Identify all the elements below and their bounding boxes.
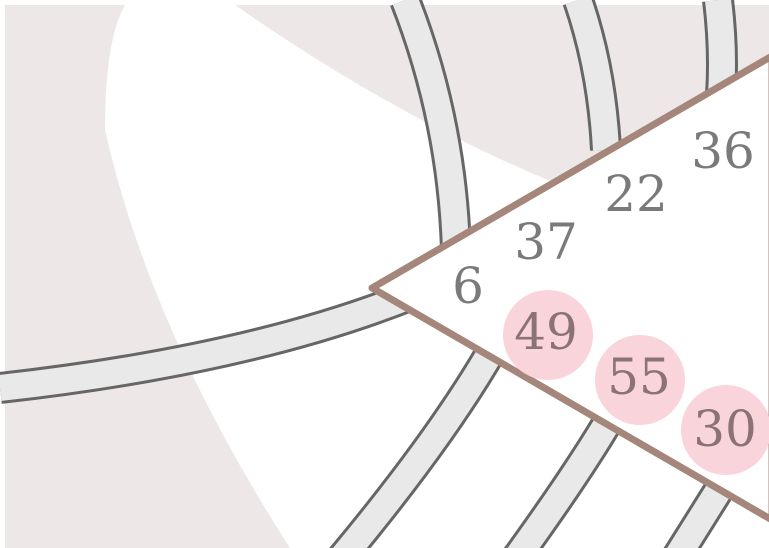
- number[interactable]: 37: [514, 213, 578, 271]
- number[interactable]: 22: [604, 165, 668, 223]
- number[interactable]: 6: [452, 257, 484, 315]
- highlighted-number[interactable]: 55: [607, 348, 671, 406]
- highlighted-number[interactable]: 30: [693, 400, 757, 458]
- highlighted-number[interactable]: 49: [514, 303, 578, 361]
- number[interactable]: 36: [691, 122, 755, 180]
- game-board: 6 37 22 36 49 55 30: [0, 0, 769, 548]
- track: [718, 0, 722, 95]
- page: 6 37 22 36 49 55 30 (() => { const data …: [0, 0, 769, 548]
